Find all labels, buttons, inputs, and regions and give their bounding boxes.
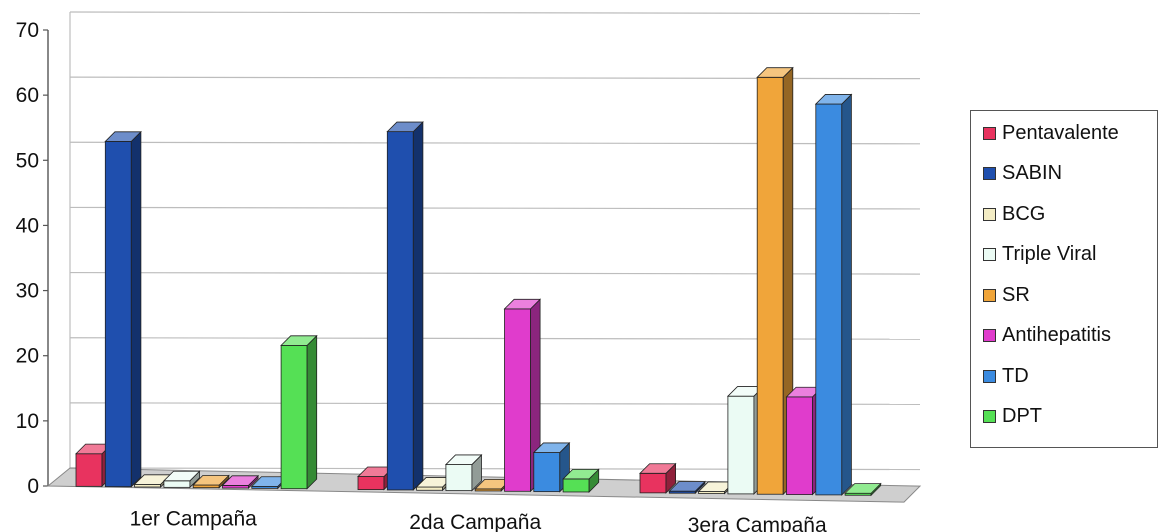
legend-label: BCG: [1002, 202, 1046, 225]
legend-swatch: [983, 126, 996, 140]
bar-front: [727, 395, 755, 495]
bar: [133, 473, 172, 488]
bar-top: [162, 470, 201, 482]
y-tick-label: 70: [16, 19, 39, 42]
legend-label: SR: [1002, 283, 1030, 306]
bar-top: [639, 463, 677, 474]
bar-front: [639, 472, 667, 494]
legend: Pentavalente SABIN BCG Triple Viral SR Antihe…: [970, 110, 1158, 448]
bar-top: [104, 131, 142, 142]
bars: [75, 66, 882, 497]
bar: [386, 121, 424, 491]
bar-front: [756, 76, 784, 495]
bar-front: [280, 344, 308, 490]
legend-swatch: [983, 248, 996, 261]
bar: [668, 480, 706, 495]
bar-top: [280, 335, 318, 346]
bar-top: [814, 94, 853, 105]
legend-item: Triple Viral: [983, 243, 1096, 267]
legend-item: SABIN: [983, 162, 1062, 186]
bar: [726, 385, 765, 495]
bar: [562, 468, 600, 493]
legend-label: Triple Viral: [1002, 243, 1097, 265]
bar: [444, 453, 483, 492]
bar: [639, 462, 677, 494]
legend-item: TD: [983, 364, 1029, 388]
bar-top: [844, 483, 882, 494]
bar: [697, 480, 736, 495]
bar: [192, 474, 230, 489]
bar: [844, 482, 882, 497]
bar-side: [841, 93, 852, 496]
bar-top: [756, 67, 794, 78]
legend-label: TD: [1002, 364, 1029, 387]
legend-swatch: [983, 207, 996, 221]
bar-side: [130, 130, 142, 488]
legend-swatch: [983, 329, 996, 342]
legend-label: SABIN: [1002, 162, 1063, 184]
bar-top: [386, 121, 424, 133]
bar-top: [221, 475, 260, 486]
bar-chart: 0 10 20 30 40 50 60 70 1er Campaña 2da Campaña 3e…: [16, 11, 922, 532]
bar-front: [104, 141, 132, 488]
bar: [280, 334, 318, 490]
x-tick-label: 3era Campaña: [688, 514, 827, 532]
legend-swatch: [983, 288, 996, 302]
legend-item: Antihepatitis: [983, 324, 1111, 348]
bar-side: [306, 334, 318, 490]
bar-front: [386, 131, 414, 491]
y-tick-label: 30: [16, 280, 39, 303]
y-tick-label: 40: [16, 214, 39, 237]
legend-swatch: [983, 369, 996, 383]
bar-front: [562, 478, 590, 493]
legend-item: BCG: [983, 202, 1045, 226]
y-axis: 0 10 20 30 40 50 60 70: [16, 19, 49, 498]
legend-label: DPT: [1002, 405, 1042, 427]
bar: [104, 130, 142, 488]
bar-front: [163, 480, 191, 488]
y-tick-label: 60: [16, 84, 39, 107]
bar: [532, 441, 571, 493]
bar: [162, 470, 201, 489]
y-tick-label: 50: [16, 149, 39, 172]
bar: [756, 66, 794, 496]
bar-top: [503, 298, 542, 310]
legend-label: Antihepatitis: [1002, 324, 1111, 346]
legend-swatch: [983, 410, 996, 423]
bar-top: [668, 481, 706, 492]
gridlines: [69, 11, 921, 471]
bar: [221, 474, 260, 489]
x-tick-label: 2da Campaña: [409, 511, 541, 532]
legend-swatch: [983, 167, 996, 180]
bar-front: [815, 103, 843, 496]
y-tick-label: 20: [16, 345, 39, 368]
bar: [503, 298, 542, 493]
bar-front: [357, 476, 385, 490]
x-tick-label: 1er Campaña: [130, 508, 258, 531]
bar-front: [504, 308, 531, 492]
legend-item: SR: [983, 283, 1030, 307]
bar-front: [445, 464, 473, 492]
bar-front: [75, 453, 103, 487]
legend-label: Pentavalente: [1002, 121, 1119, 144]
legend-item: Pentavalente: [983, 121, 1119, 145]
gridline: [69, 11, 921, 15]
bar-front: [533, 452, 561, 493]
bar-top: [192, 475, 230, 486]
bar-top: [444, 454, 483, 465]
bar-front: [416, 486, 444, 491]
bar-front: [786, 396, 813, 495]
bar-side: [412, 121, 424, 491]
y-tick-label: 0: [27, 475, 39, 498]
bar: [814, 93, 853, 496]
bar-top: [532, 442, 571, 453]
y-tick-label: 10: [16, 410, 39, 433]
bar-top: [562, 468, 600, 480]
legend-item: DPT: [983, 405, 1042, 429]
x-axis-labels: 1er Campaña 2da Campaña 3era Campaña: [130, 508, 827, 532]
